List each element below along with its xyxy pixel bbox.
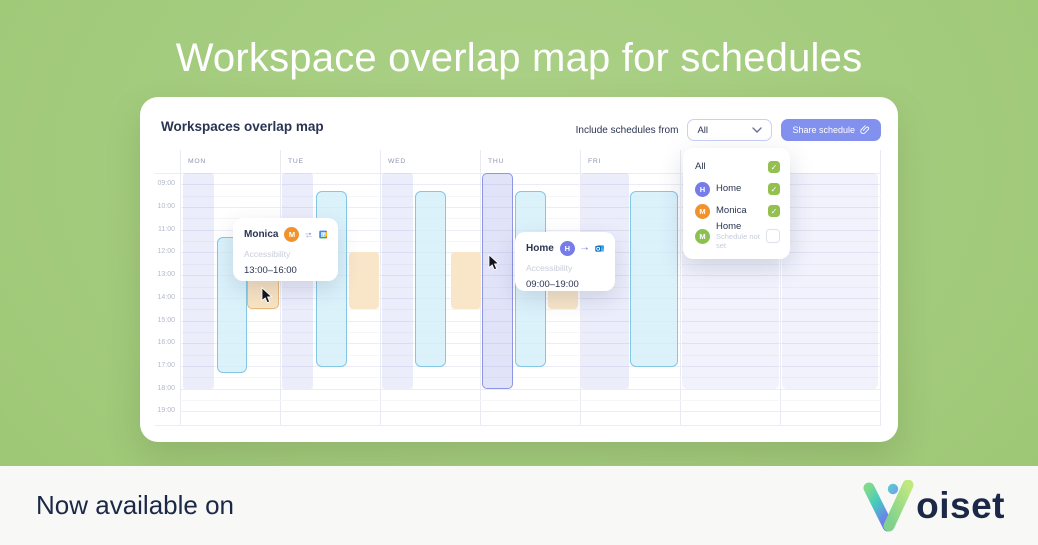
day-header: WED: [388, 158, 406, 165]
share-schedule-label: Share schedule: [792, 125, 855, 135]
time-label: 19:00: [157, 407, 175, 415]
tooltip-monica-name: Monica: [244, 229, 279, 240]
time-label: 13:00: [157, 271, 175, 279]
checkbox-checked-icon[interactable]: ✓: [768, 183, 780, 195]
grid-column-line: [780, 150, 781, 426]
filter-option-texts: Home: [716, 182, 742, 195]
filter-option-label: All: [695, 160, 706, 172]
tooltip-monica: Monica M 31: [233, 218, 338, 281]
chevron-down-icon: [752, 127, 763, 133]
brand-name: oiset: [916, 484, 1005, 526]
grid-hour-line: [180, 388, 881, 390]
card-title: Workspaces overlap map: [161, 119, 324, 134]
dashed-arrow-icon: [581, 247, 588, 250]
grid-column-line: [680, 150, 681, 426]
filter-option[interactable]: M Monica ✓: [695, 200, 780, 222]
monica-avatar: M: [284, 227, 300, 242]
tooltip-home-time: 09:00–19:00: [526, 279, 579, 290]
sync-arrows-icon: [306, 232, 313, 238]
filter-option-texts: Home Schedule not set: [716, 221, 760, 250]
app-card: Workspaces overlap map Include schedules…: [140, 97, 898, 442]
time-label: 16:00: [157, 339, 175, 347]
grid-hour-line: [180, 184, 881, 186]
outlook-icon: [595, 245, 604, 252]
filter-option-texts: Monica: [716, 204, 747, 217]
header-controls: Include schedules from All Share schedul…: [576, 119, 881, 141]
tooltip-monica-time: 13:00–16:00: [244, 265, 297, 276]
member-avatar: M: [695, 203, 710, 219]
voiset-logo-icon: [863, 479, 914, 531]
member-avatar: H: [695, 181, 710, 197]
schedule-block-orange[interactable]: [349, 252, 379, 310]
filter-option[interactable]: H Home ✓: [695, 178, 780, 200]
checkbox-checked-icon[interactable]: ✓: [768, 205, 780, 217]
footer-text: Now available on: [36, 490, 235, 520]
voiset-logo: oiset: [861, 479, 1005, 532]
filter-dropdown-list: All ✓ H Home ✓ M Monica ✓ M Home Schedule not set: [695, 156, 780, 250]
tooltip-home-name: Home: [526, 243, 554, 254]
grid-half-hour-line: [180, 377, 881, 379]
schedule-filter-select[interactable]: All: [687, 119, 773, 141]
filter-option-texts: All: [695, 160, 706, 173]
grid-hour-line: [180, 411, 881, 413]
time-label: 18:00: [157, 384, 175, 392]
schedule-block-weekend[interactable]: [782, 173, 878, 389]
home-avatar: H: [559, 241, 575, 256]
svg-text:31: 31: [321, 233, 325, 237]
time-label: 17:00: [157, 361, 175, 369]
include-schedules-label: Include schedules from: [575, 124, 679, 136]
tooltip-home-subtitle: Accessibility: [526, 263, 573, 273]
day-header: FRI: [588, 158, 602, 165]
day-header: MON: [188, 158, 206, 165]
grid-column-line: [280, 150, 281, 426]
filter-option-sublabel: Schedule not set: [716, 231, 760, 250]
time-label: 15:00: [157, 316, 175, 324]
day-header: TUE: [288, 158, 304, 165]
grid-header-line: [155, 173, 881, 174]
checkbox-unchecked-icon[interactable]: [766, 229, 780, 244]
schedule-block-blue[interactable]: [415, 191, 446, 368]
cursor-icon: [488, 253, 500, 276]
filter-option-label: Monica: [716, 204, 747, 216]
grid-column-line: [180, 150, 181, 426]
paperclip-icon: [860, 125, 870, 134]
schedule-block-lavender[interactable]: [382, 173, 413, 389]
grid-column-line: [880, 150, 881, 426]
day-header: THU: [488, 158, 505, 165]
page-title: Workspace overlap map for schedules: [175, 36, 863, 80]
filter-option-label: Home: [716, 182, 742, 194]
time-label: 09:00: [157, 180, 175, 188]
member-avatar: M: [695, 228, 710, 244]
grid-column-line: [380, 150, 381, 426]
time-label: 12:00: [157, 248, 175, 256]
filter-option[interactable]: All ✓: [695, 156, 780, 178]
tooltip-monica-subtitle: Accessibility: [244, 249, 291, 259]
select-value: All: [697, 124, 709, 136]
time-label: 11:00: [158, 225, 175, 233]
time-label: 10:00: [157, 203, 175, 211]
google-calendar-icon: 31: [318, 230, 327, 239]
schedule-block-lavender[interactable]: [183, 173, 214, 389]
schedule-block-lavender-active[interactable]: [482, 173, 513, 389]
checkbox-checked-icon[interactable]: ✓: [768, 161, 780, 173]
grid-half-hour-line: [180, 400, 881, 401]
grid-bottom-line: [155, 425, 881, 426]
time-label: 14:00: [157, 293, 175, 301]
schedule-block-blue[interactable]: [630, 191, 678, 368]
tooltip-home: Home H Accessibility 09:00–19:00: [515, 232, 615, 291]
footer-bar: Now available on oiset: [0, 466, 1038, 545]
share-schedule-button[interactable]: Share schedule: [781, 119, 881, 141]
filter-option[interactable]: M Home Schedule not set: [695, 221, 780, 250]
cursor-icon: [261, 286, 273, 309]
schedule-block-orange[interactable]: [451, 252, 481, 310]
filter-option-label: Home: [716, 221, 742, 232]
filter-dropdown: All ✓ H Home ✓ M Monica ✓ M Home Schedule not set: [683, 148, 790, 260]
